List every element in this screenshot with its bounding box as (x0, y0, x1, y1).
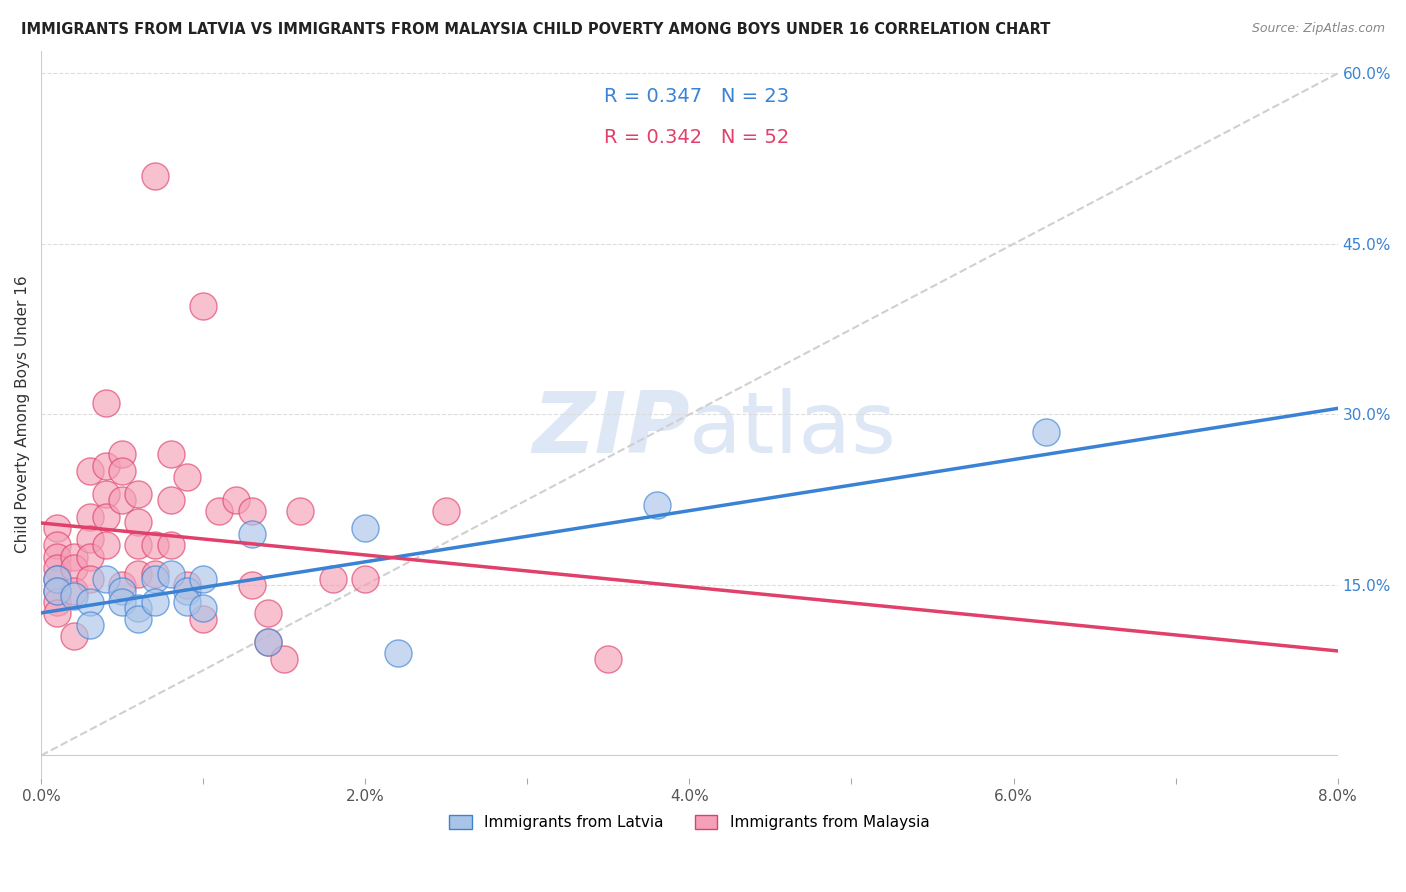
Point (176, 595, 198, 609)
Point (79, 617, 101, 632)
Point (193, 300, 215, 314)
Point (46, 583, 69, 598)
Point (159, 447, 181, 461)
Point (290, 504, 312, 518)
Point (143, 538, 166, 552)
Point (273, 652, 295, 666)
Point (176, 583, 198, 598)
Point (127, 566, 149, 581)
Point (143, 572, 166, 586)
Point (354, 521, 377, 535)
Point (176, 578, 198, 592)
Point (1035, 425, 1057, 439)
Point (111, 492, 134, 507)
Point (62, 629, 84, 643)
Point (240, 504, 263, 518)
Point (127, 612, 149, 626)
Point (208, 504, 231, 518)
Point (111, 578, 134, 592)
Point (159, 538, 181, 552)
Point (143, 595, 166, 609)
Point (143, 169, 166, 183)
Point (46, 538, 69, 552)
Text: IMMIGRANTS FROM LATVIA VS IMMIGRANTS FROM MALAYSIA CHILD POVERTY AMONG BOYS UNDE: IMMIGRANTS FROM LATVIA VS IMMIGRANTS FRO… (21, 22, 1050, 37)
Point (434, 504, 457, 518)
Point (159, 492, 181, 507)
Text: R = 0.342   N = 52: R = 0.342 N = 52 (603, 128, 789, 147)
Point (111, 464, 134, 478)
Point (94, 396, 117, 410)
Point (127, 600, 149, 615)
Text: atlas: atlas (689, 387, 897, 470)
Point (257, 635, 280, 649)
Point (62, 549, 84, 564)
Point (176, 470, 198, 484)
Point (257, 635, 280, 649)
Point (240, 578, 263, 592)
Point (598, 652, 620, 666)
Point (94, 538, 117, 552)
Point (46, 583, 69, 598)
Point (193, 572, 215, 586)
Point (225, 492, 247, 507)
Point (193, 600, 215, 615)
Text: Source: ZipAtlas.com: Source: ZipAtlas.com (1251, 22, 1385, 36)
Y-axis label: Child Poverty Among Boys Under 16: Child Poverty Among Boys Under 16 (15, 276, 30, 553)
Point (322, 572, 344, 586)
Point (79, 533, 101, 547)
Point (94, 487, 117, 501)
Point (94, 509, 117, 524)
Text: ZIP: ZIP (531, 387, 689, 470)
Point (193, 612, 215, 626)
Point (62, 590, 84, 604)
Point (46, 572, 69, 586)
Point (79, 595, 101, 609)
Point (111, 447, 134, 461)
Point (111, 583, 134, 598)
Point (46, 549, 69, 564)
Point (94, 572, 117, 586)
Point (46, 595, 69, 609)
Point (62, 561, 84, 575)
Point (127, 487, 149, 501)
Point (240, 526, 263, 541)
Point (46, 607, 69, 621)
Point (94, 458, 117, 473)
Point (62, 583, 84, 598)
Point (46, 561, 69, 575)
Point (354, 572, 377, 586)
Point (159, 566, 181, 581)
Point (111, 595, 134, 609)
Point (387, 646, 409, 660)
Point (79, 549, 101, 564)
Point (143, 566, 166, 581)
Point (127, 538, 149, 552)
Point (645, 499, 668, 513)
Point (46, 521, 69, 535)
Point (79, 572, 101, 586)
Point (79, 464, 101, 478)
Legend: Immigrants from Latvia, Immigrants from Malaysia: Immigrants from Latvia, Immigrants from … (443, 809, 935, 836)
Point (127, 516, 149, 530)
Point (257, 607, 280, 621)
Text: R = 0.347   N = 23: R = 0.347 N = 23 (603, 87, 789, 106)
Point (46, 572, 69, 586)
Point (79, 509, 101, 524)
